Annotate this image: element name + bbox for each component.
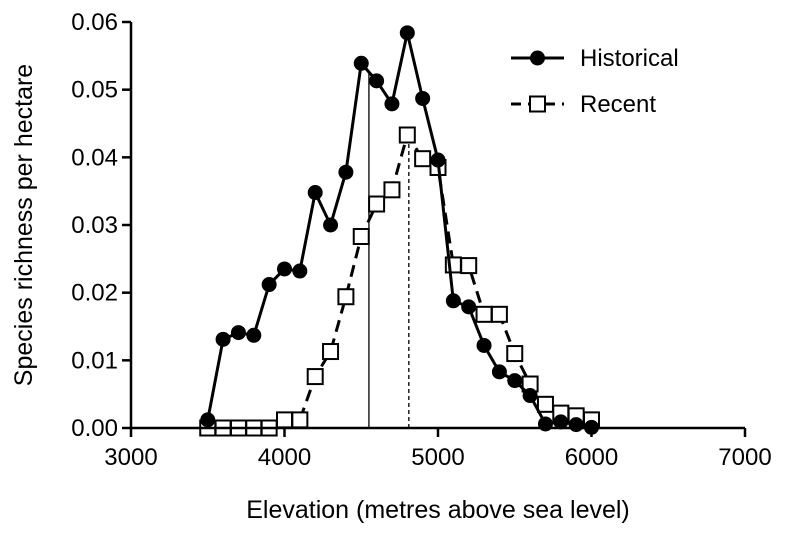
data-point-recent: [506, 345, 524, 363]
data-point-historical: [215, 331, 231, 347]
data-point-historical: [246, 327, 262, 343]
data-point-historical: [399, 25, 415, 41]
data-point-recent: [337, 288, 355, 306]
data-point-historical: [369, 73, 385, 89]
data-point-recent: [306, 368, 324, 386]
data-point-recent: [383, 181, 401, 199]
data-point-recent: [460, 257, 478, 275]
series-recent: [199, 126, 600, 437]
y-tick-label: 0.04: [71, 144, 118, 171]
data-point-historical: [323, 217, 339, 233]
data-point-historical: [353, 55, 369, 71]
reference-lines: [368, 72, 410, 428]
data-point-historical: [338, 164, 354, 180]
data-point-historical: [553, 414, 569, 430]
data-point-recent: [352, 228, 370, 246]
data-point-historical: [415, 90, 431, 106]
x-tick-label: 4000: [258, 444, 311, 471]
legend-marker-recent: [529, 95, 546, 113]
data-point-recent: [536, 395, 554, 413]
y-tick-label: 0.00: [71, 415, 118, 442]
x-axis-label: Elevation (metres above sea level): [246, 496, 630, 524]
y-tick-label: 0.06: [71, 9, 118, 36]
data-point-recent: [368, 195, 386, 213]
data-point-historical: [568, 417, 584, 433]
ticks: 0.00 0.01 0.02 0.03 0.04 0.05 0.06 3000 4000 5000…: [71, 9, 771, 471]
data-point-recent: [490, 305, 508, 323]
data-point-recent: [322, 343, 340, 361]
data-point-historical: [277, 261, 292, 277]
y-tick-label: 0.03: [71, 212, 118, 239]
series-historical: [200, 25, 599, 435]
data-point-historical: [445, 293, 461, 309]
data-point-historical: [522, 388, 538, 404]
x-tick-label: 3000: [104, 444, 157, 471]
data-point-historical: [476, 337, 492, 353]
data-point-historical: [200, 412, 216, 428]
y-tick-label: 0.05: [71, 77, 118, 104]
data-point-historical: [292, 263, 308, 279]
data-point-recent: [398, 126, 416, 144]
data-point-historical: [261, 277, 277, 293]
data-point-historical: [491, 364, 507, 380]
data-point-historical: [230, 325, 246, 341]
data-point-historical: [461, 299, 477, 315]
y-tick-label: 0.01: [71, 347, 118, 374]
data-point-recent: [414, 150, 432, 168]
data-point-recent: [276, 411, 293, 429]
series-layer: [199, 25, 600, 437]
x-tick-label: 6000: [565, 444, 618, 471]
x-tick-label: 5000: [411, 444, 464, 471]
axes: [129, 22, 745, 430]
data-point-historical: [384, 96, 400, 112]
x-tick-label: 7000: [718, 444, 771, 471]
legend: Historical Recent: [511, 45, 679, 118]
y-tick-label: 0.02: [71, 280, 118, 307]
data-point-historical: [507, 373, 523, 389]
legend-label-historical: Historical: [580, 45, 679, 72]
series-line-historical: [206, 31, 592, 429]
data-point-recent: [291, 411, 309, 429]
y-axis-label: Species richness per hectare: [10, 64, 38, 386]
data-point-historical: [307, 185, 323, 201]
data-point-historical: [430, 152, 446, 168]
data-point-recent: [475, 305, 493, 323]
legend-label-recent: Recent: [580, 91, 656, 118]
legend-marker-historical: [530, 50, 545, 66]
